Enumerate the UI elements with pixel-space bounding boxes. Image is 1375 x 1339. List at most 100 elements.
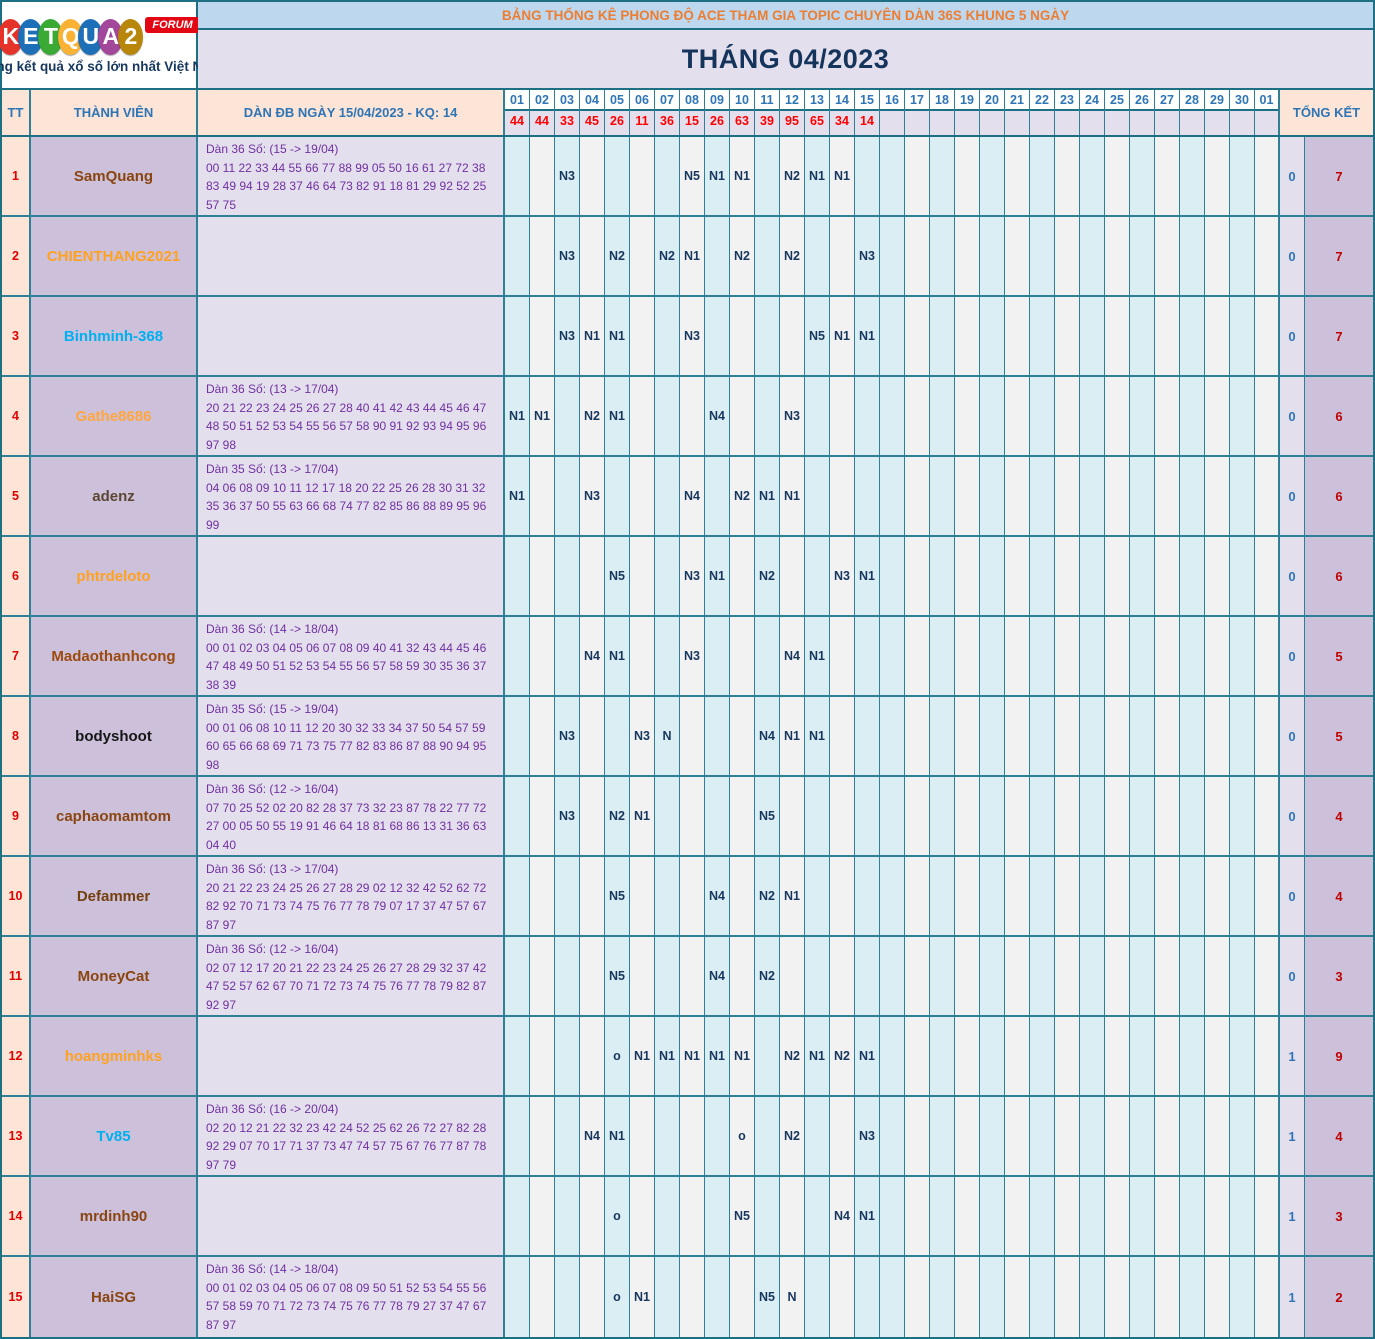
day-cell (955, 617, 980, 695)
day-cell (1030, 137, 1055, 215)
day-result-value (1205, 111, 1229, 135)
day-cell (505, 1097, 530, 1175)
day-cell (1205, 537, 1230, 615)
dan-detail-cell: Dàn 35 Số: (13 -> 17/04) 04 06 08 09 10 1… (198, 457, 505, 535)
day-cell (1180, 217, 1205, 295)
day-cell (630, 937, 655, 1015)
day-cell (980, 697, 1005, 775)
day-cell (505, 777, 530, 855)
table-header-row: TT THÀNH VIÊN DÀN ĐB NGÀY 15/04/2023 - K… (2, 90, 1373, 137)
day-cell (655, 297, 680, 375)
day-number: 27 (1155, 90, 1179, 111)
day-cell (980, 457, 1005, 535)
day-cell (805, 1177, 830, 1255)
day-cell (555, 377, 580, 455)
day-cell (555, 857, 580, 935)
day-cell (955, 377, 980, 455)
col-header-member: THÀNH VIÊN (31, 90, 198, 135)
day-result-value (880, 111, 904, 135)
day-cell (1205, 1177, 1230, 1255)
day-cell (505, 217, 530, 295)
day-header-25: 25 (1105, 90, 1130, 135)
day-cell (1180, 857, 1205, 935)
day-cell (680, 937, 705, 1015)
row-index: 15 (2, 1257, 31, 1337)
day-cell (905, 297, 930, 375)
dan-detail-cell (198, 537, 505, 615)
day-cell: N1 (805, 137, 830, 215)
day-cell: N2 (655, 217, 680, 295)
day-cell (1030, 697, 1055, 775)
day-result-value (1130, 111, 1154, 135)
day-cell: N2 (755, 537, 780, 615)
day-cell (580, 217, 605, 295)
day-number: 07 (655, 90, 679, 111)
day-cell (755, 377, 780, 455)
day-cell: N3 (680, 537, 705, 615)
day-cell: N1 (630, 777, 655, 855)
day-cell (705, 697, 730, 775)
day-result-value (1080, 111, 1104, 135)
day-cell: N1 (855, 1177, 880, 1255)
day-cell (1055, 457, 1080, 535)
day-cell: N1 (855, 537, 880, 615)
day-cell (1155, 1017, 1180, 1095)
day-cell (1080, 1097, 1105, 1175)
day-cell (1030, 1097, 1055, 1175)
day-header-04: 04 45 (580, 90, 605, 135)
day-cell (1180, 297, 1205, 375)
day-cell (1005, 377, 1030, 455)
day-cell: N2 (830, 1017, 855, 1095)
day-cell: o (605, 1257, 630, 1337)
dan-numbers: 20 21 22 23 24 25 26 27 28 29 02 12 32 4… (206, 880, 487, 932)
day-cell (1130, 857, 1155, 935)
total-left-cell: 1 (1280, 1177, 1305, 1255)
day-cell: N1 (705, 1017, 730, 1095)
day-cell (1180, 777, 1205, 855)
day-cell (505, 937, 530, 1015)
day-cell (1130, 1097, 1155, 1175)
day-number: 01 (1255, 90, 1278, 111)
day-cell (1155, 377, 1180, 455)
day-cell (1005, 137, 1030, 215)
day-cell (1105, 1257, 1130, 1337)
day-cell (955, 857, 980, 935)
day-cell (1030, 457, 1055, 535)
member-name: phtrdeloto (31, 537, 198, 615)
day-cell (905, 537, 930, 615)
col-header-dan: DÀN ĐB NGÀY 15/04/2023 - KQ: 14 (198, 90, 505, 135)
day-cell (830, 937, 855, 1015)
day-cell (905, 137, 930, 215)
day-cell (1205, 697, 1230, 775)
day-header-13: 13 65 (805, 90, 830, 135)
day-cell (655, 617, 680, 695)
day-cell (980, 1177, 1005, 1255)
dan-detail-cell (198, 1017, 505, 1095)
day-cell (530, 1097, 555, 1175)
day-cell (1155, 1177, 1180, 1255)
day-cell (1105, 1177, 1130, 1255)
day-cell (1080, 217, 1105, 295)
day-cell (1030, 297, 1055, 375)
brand-letter: Q (58, 18, 84, 55)
day-cell: N3 (555, 137, 580, 215)
day-cell (1055, 217, 1080, 295)
day-cell (1130, 1177, 1155, 1255)
day-number: 22 (1030, 90, 1054, 111)
day-header-06: 06 11 (630, 90, 655, 135)
day-cell (1030, 1177, 1055, 1255)
day-cell (880, 857, 905, 935)
day-cell: o (605, 1177, 630, 1255)
col-header-total: TỔNG KẾT (1280, 90, 1373, 135)
day-cell (630, 217, 655, 295)
day-cell (955, 1017, 980, 1095)
day-cell (930, 217, 955, 295)
day-cell (505, 537, 530, 615)
day-cell (1255, 217, 1280, 295)
day-cell (955, 1177, 980, 1255)
day-cell (930, 537, 955, 615)
day-cell (755, 1017, 780, 1095)
day-cell: N3 (855, 1097, 880, 1175)
day-cell (930, 1177, 955, 1255)
